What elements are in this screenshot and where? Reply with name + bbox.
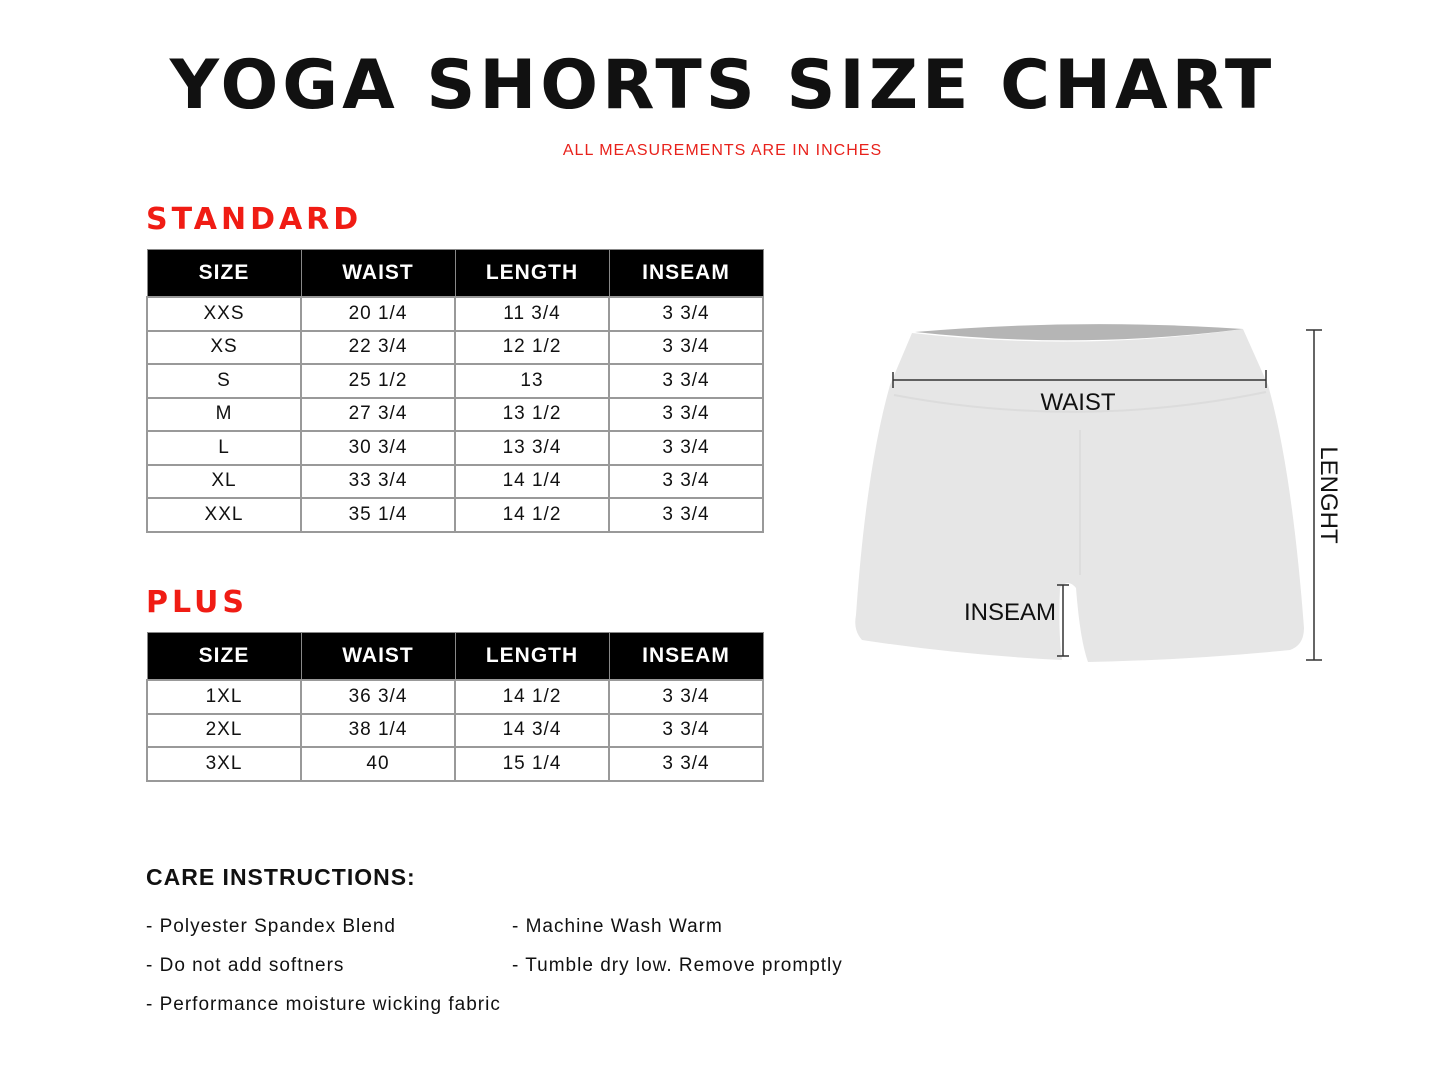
table-cell: 12 1/2 [454,329,610,365]
table-cell: 1XL [146,679,302,715]
table-cell: 13 1/2 [454,396,610,432]
column-header: LENGTH [454,632,610,681]
waist-label: WAIST [1040,389,1115,416]
care-item: - Tumble dry low. Remove promptly [512,955,843,976]
table-cell: 25 1/2 [300,363,456,399]
table-cell: 35 1/4 [300,497,456,533]
table-cell: M [146,396,302,432]
table-cell: 40 [300,746,456,782]
table-cell: S [146,363,302,399]
care-item: - Polyester Spandex Blend [146,916,396,937]
table-cell: 3 3/4 [608,363,764,399]
standard-size-table: SIZE WAIST LENGTH INSEAM XXS 20 1/4 11 3/4 3 3/… [146,249,764,533]
table-cell: 3 3/4 [608,329,764,365]
table-cell: XL [146,463,302,499]
table-cell: 14 3/4 [454,712,610,748]
length-label: LENGHT [1315,446,1340,544]
subtitle: ALL MEASUREMENTS ARE IN INCHES [562,142,883,159]
table-row: M 27 3/4 13 1/2 3 3/4 [146,396,764,432]
care-instructions-title: CARE INSTRUCTIONS: [146,864,416,890]
column-header: SIZE [146,632,302,681]
table-row: L 30 3/4 13 3/4 3 3/4 [146,430,764,466]
table-cell: L [146,430,302,466]
column-header: LENGTH [454,249,610,298]
plus-heading: PLUS [146,585,249,620]
table-cell: 13 3/4 [454,430,610,466]
length-measure-line [1306,329,1322,661]
inseam-measure-line [1057,584,1069,657]
table-cell: 2XL [146,712,302,748]
table-cell: 20 1/4 [300,296,456,332]
table-cell: 3 3/4 [608,497,764,533]
table-cell: 14 1/2 [454,497,610,533]
table-cell: 3 3/4 [608,396,764,432]
waistband-inner [915,324,1243,341]
shorts-diagram: WAIST INSEAM LENGHT [855,324,1340,662]
column-header: SIZE [146,249,302,298]
table-row: 1XL 36 3/4 14 1/2 3 3/4 [146,679,764,715]
table-cell: 3 3/4 [608,463,764,499]
table-cell: 11 3/4 [454,296,610,332]
table-cell: XS [146,329,302,365]
table-cell: 3 3/4 [608,430,764,466]
table-cell: 14 1/2 [454,679,610,715]
table-cell: 14 1/4 [454,463,610,499]
column-header: WAIST [300,632,456,681]
table-cell: 36 3/4 [300,679,456,715]
page-title: YOGA SHORTS SIZE CHART [169,46,1276,125]
column-header: INSEAM [608,632,764,681]
table-cell: 27 3/4 [300,396,456,432]
table-cell: 30 3/4 [300,430,456,466]
waist-measure-line [892,370,1267,388]
header-row: SIZE WAIST LENGTH INSEAM [146,249,764,298]
plus-size-table: SIZE WAIST LENGTH INSEAM 1XL 36 3/4 14 1/2 3 3/… [146,632,764,782]
table-cell: XXL [146,497,302,533]
care-item: - Do not add softners [146,955,345,976]
table-cell: 3 3/4 [608,296,764,332]
table-cell: 3 3/4 [608,712,764,748]
table-row: XL 33 3/4 14 1/4 3 3/4 [146,463,764,499]
table-cell: 38 1/4 [300,712,456,748]
inseam-label: INSEAM [964,599,1056,626]
table-row: S 25 1/2 13 3 3/4 [146,363,764,399]
table-cell: 22 3/4 [300,329,456,365]
table-cell: 13 [454,363,610,399]
header-row: SIZE WAIST LENGTH INSEAM [146,632,764,681]
table-row: XXS 20 1/4 11 3/4 3 3/4 [146,296,764,332]
table-row: XXL 35 1/4 14 1/2 3 3/4 [146,497,764,533]
table-row: 3XL 40 15 1/4 3 3/4 [146,746,764,782]
table-row: XS 22 3/4 12 1/2 3 3/4 [146,329,764,365]
column-header: WAIST [300,249,456,298]
table-cell: 3 3/4 [608,746,764,782]
standard-heading: STANDARD [146,202,363,237]
column-header: INSEAM [608,249,764,298]
table-cell: 15 1/4 [454,746,610,782]
table-cell: 33 3/4 [300,463,456,499]
care-item: - Performance moisture wicking fabric [146,994,501,1015]
care-item: - Machine Wash Warm [512,916,723,937]
table-cell: XXS [146,296,302,332]
table-cell: 3XL [146,746,302,782]
table-cell: 3 3/4 [608,679,764,715]
table-row: 2XL 38 1/4 14 3/4 3 3/4 [146,712,764,748]
